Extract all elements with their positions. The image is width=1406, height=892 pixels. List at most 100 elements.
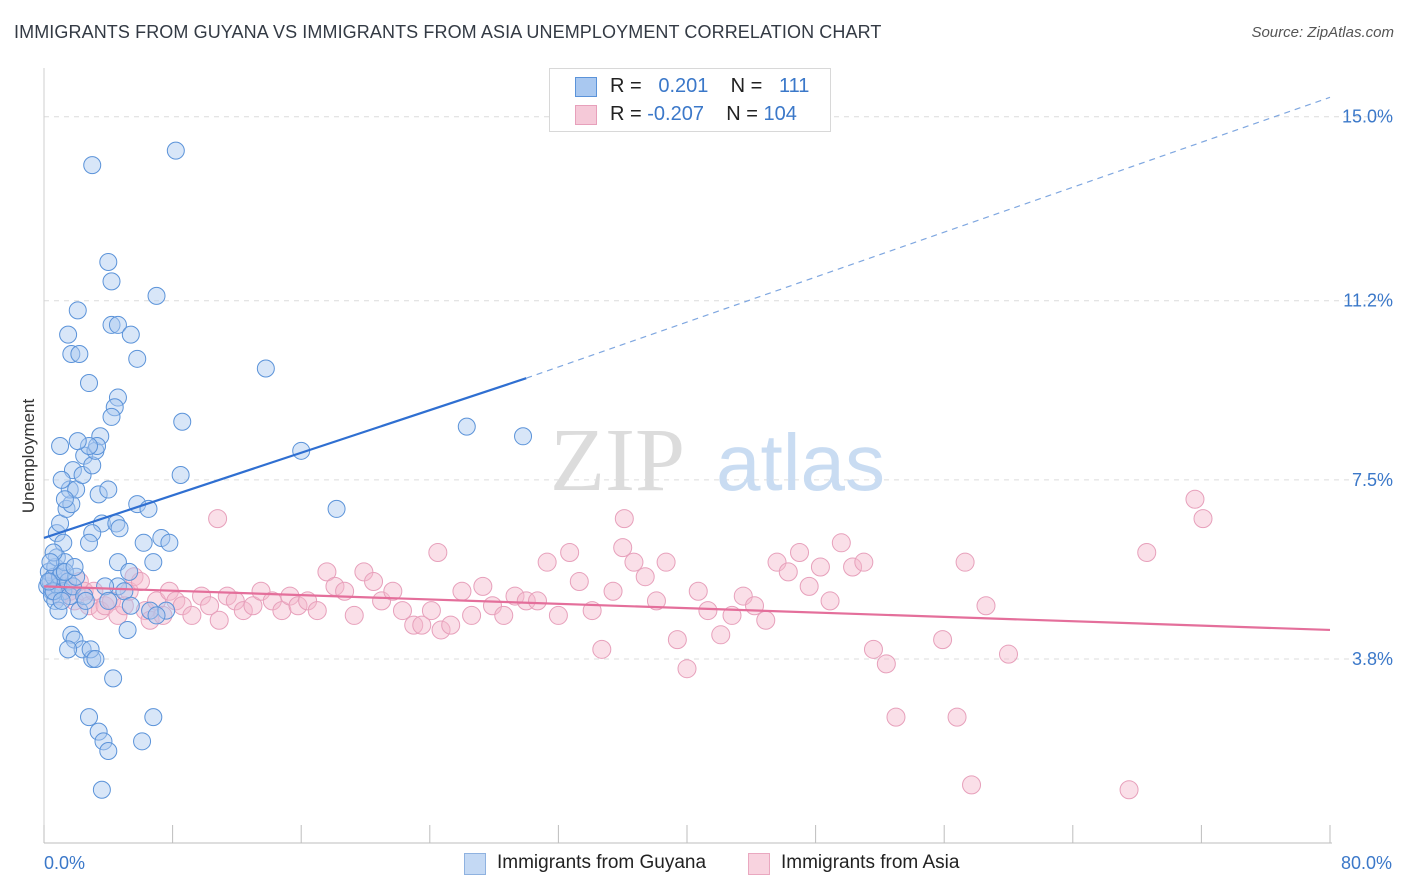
data-point-asia	[635, 567, 655, 587]
bottom-legend-swatch-asia	[748, 853, 770, 875]
data-point-asia	[124, 567, 144, 587]
data-point-guyana	[80, 436, 99, 455]
data-point-asia	[462, 605, 482, 625]
data-point-asia	[569, 572, 589, 592]
y-tick-labels: 3.8% 7.5% 11.2% 15.0%	[1342, 107, 1393, 669]
data-point-guyana	[89, 722, 108, 741]
data-point-guyana	[171, 466, 190, 485]
data-point-guyana	[76, 591, 95, 610]
legend-r-guyana: 0.201	[658, 75, 709, 97]
bottom-legend-asia: Immigrants from Asia	[781, 852, 960, 873]
data-point-asia	[548, 605, 568, 625]
data-point-guyana	[57, 499, 76, 518]
data-point-asia	[560, 542, 580, 562]
data-point-asia	[505, 586, 525, 606]
data-point-guyana	[52, 470, 71, 489]
y-tick-label: 11.2%	[1343, 291, 1393, 311]
data-point-guyana	[147, 286, 166, 305]
data-point-asia	[307, 601, 327, 621]
data-point-guyana	[55, 490, 74, 509]
data-point-asia	[810, 557, 830, 577]
data-point-guyana	[105, 398, 124, 417]
data-point-guyana	[104, 669, 123, 688]
y-tick-label: 7.5%	[1352, 470, 1393, 490]
data-point-asia	[233, 601, 253, 621]
data-point-asia	[876, 654, 896, 674]
data-point-asia	[383, 581, 403, 601]
data-point-guyana	[118, 620, 137, 639]
series-guyana-points	[38, 141, 533, 799]
gridlines	[44, 116, 1392, 660]
data-point-guyana	[110, 519, 129, 538]
data-point-asia	[182, 605, 202, 625]
data-point-guyana	[99, 480, 118, 499]
data-point-asia	[1137, 542, 1157, 562]
data-point-asia	[999, 644, 1018, 664]
data-point-asia	[95, 596, 115, 616]
data-point-guyana	[102, 315, 121, 334]
data-point-guyana	[70, 601, 89, 620]
data-point-asia	[108, 605, 128, 625]
trend-lines	[43, 96, 1331, 632]
data-point-asia	[392, 601, 412, 621]
data-point-asia	[976, 596, 996, 616]
data-point-asia	[624, 552, 644, 572]
legend-box: R = 0.201 N = 111 R = -0.207 N = 104	[549, 68, 831, 132]
data-point-asia	[404, 615, 424, 635]
data-point-asia	[428, 542, 448, 562]
data-point-guyana	[80, 533, 99, 552]
data-point-guyana	[102, 272, 121, 291]
data-point-guyana	[55, 562, 74, 581]
data-point-guyana	[68, 301, 87, 320]
y-tick-label: 3.8%	[1352, 649, 1393, 669]
data-point-asia	[592, 639, 612, 659]
data-point-guyana	[65, 558, 84, 577]
data-point-guyana	[81, 640, 100, 659]
data-point-guyana	[108, 388, 127, 407]
bottom-legend-guyana: Immigrants from Guyana	[497, 852, 707, 873]
data-point-asia	[863, 639, 883, 659]
data-point-guyana	[108, 315, 127, 334]
data-point-asia	[756, 610, 776, 630]
legend-r-asia: -0.207	[647, 103, 704, 125]
data-point-asia	[656, 552, 676, 572]
data-point-asia	[528, 591, 548, 611]
data-point-asia	[933, 630, 953, 650]
data-point-guyana	[46, 591, 65, 610]
data-point-guyana	[134, 533, 153, 552]
data-point-guyana	[86, 650, 105, 669]
data-point-asia	[421, 601, 441, 621]
data-point-asia	[1193, 509, 1213, 529]
data-point-guyana	[128, 349, 147, 368]
data-point-guyana	[99, 252, 118, 271]
series-asia-points	[42, 489, 1213, 800]
data-point-asia	[614, 509, 634, 529]
data-point-asia	[947, 707, 967, 727]
data-point-guyana	[144, 553, 163, 572]
data-point-guyana	[173, 412, 192, 431]
data-point-asia	[208, 509, 228, 529]
data-point-asia	[364, 572, 384, 592]
data-point-asia	[516, 591, 536, 611]
data-point-guyana	[70, 344, 89, 363]
data-point-asia	[955, 552, 975, 572]
data-point-guyana	[256, 359, 275, 378]
data-point-guyana	[73, 466, 92, 485]
data-point-guyana	[99, 742, 118, 761]
data-point-asia	[962, 775, 982, 795]
data-point-guyana	[99, 591, 118, 610]
data-point-asia	[354, 562, 374, 582]
data-point-asia	[790, 542, 810, 562]
legend-swatch-guyana	[575, 77, 597, 97]
data-point-asia	[698, 601, 718, 621]
data-point-guyana	[120, 562, 139, 581]
data-point-asia	[262, 591, 282, 611]
data-point-asia	[667, 630, 687, 650]
chart-source: Source: ZipAtlas.com	[1251, 24, 1394, 41]
x-tick-label-min: 0.0%	[44, 853, 85, 873]
data-point-asia	[1119, 780, 1139, 800]
data-point-asia	[613, 538, 633, 558]
data-point-guyana	[144, 708, 163, 727]
data-point-guyana	[94, 732, 113, 751]
data-point-asia	[452, 581, 472, 601]
